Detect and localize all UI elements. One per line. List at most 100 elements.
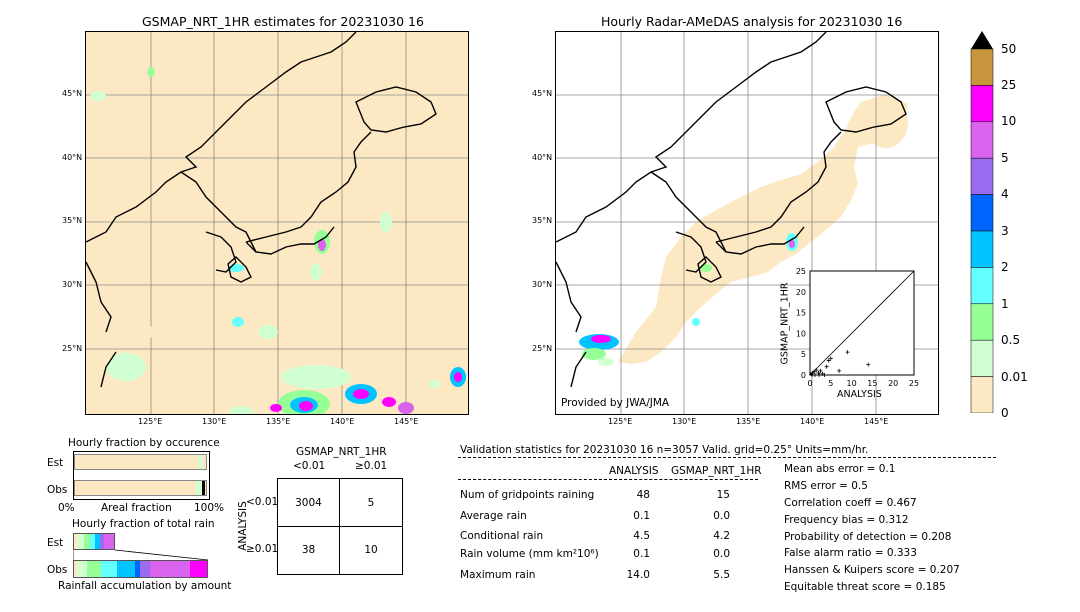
left-lon-125: 125°E [138,417,163,426]
validation-row-label: Num of gridpoints raining [460,489,595,501]
right-lon-135: 135°E [736,417,761,426]
cb-label-0-5: 0.5 [1001,333,1021,347]
score-rmse: RMS error = 0.5 [784,480,868,492]
left-lat-45: 45°N [62,89,83,98]
cb-label-0: 0 [1001,406,1009,420]
total-rain-obs-bar [73,560,208,578]
validation-row-gsmap: 0.0 [713,548,730,560]
scatter-xtick: 15 [867,379,877,388]
validation-row-label: Maximum rain [460,569,536,581]
colorbar-swatch [970,121,994,159]
scatter-ytick: 15 [796,309,806,318]
left-map-coastline [86,32,437,388]
scatter-ylabel: GSMAP_NRT_1HR [779,282,791,365]
scatter-diagonal [809,270,915,376]
total-rain-obs-label: Obs [47,564,68,576]
scatter-point [866,362,871,367]
left-lat-30: 30°N [62,280,83,289]
colorbar-swatch [970,303,994,341]
scatter-point [816,370,821,375]
colorbar-extend-arrow [971,31,993,49]
scatter-ytick: 10 [796,329,806,338]
validation-row-gsmap: 15 [716,489,730,501]
score-ets: Equitable threat score = 0.185 [784,581,946,593]
left-lon-145: 145°E [394,417,419,426]
scatter-point [820,371,825,376]
colorbar-swatch [970,376,994,414]
occurrence-axis-mid: Areal fraction [101,502,172,514]
colorbar-svg [970,31,994,414]
right-lat-35: 35°N [532,216,553,225]
colorbar-swatch [970,230,994,268]
validation-col-analysis: ANALYSIS [609,465,659,477]
scatter-ytick: 5 [801,350,806,359]
colorbar-swatch [970,85,994,123]
contingency-row1: <0.01 [246,496,279,508]
scatter-point [845,350,850,355]
colorbar-swatches [970,48,994,414]
cb-label-50: 50 [1001,42,1017,56]
score-frequency-bias: Frequency bias = 0.312 [784,514,909,526]
occurrence-est-bar [74,454,207,470]
validation-row-gsmap: 5.5 [713,569,730,581]
validation-row-analysis: 14.0 [626,569,650,581]
validation-row-analysis: 0.1 [633,510,650,522]
contingency-cell-11: 3004 [295,497,322,509]
cb-label-25: 25 [1001,78,1017,92]
right-lon-145: 145°E [864,417,889,426]
occurrence-obs-marker [202,481,205,495]
contingency-row2: ≥0.01 [246,543,279,555]
occurrence-obs-label: Obs [47,484,68,496]
cb-label-4: 4 [1001,187,1009,201]
cb-label-2: 2 [1001,260,1009,274]
validation-row-label: Conditional rain [460,530,544,542]
colorbar-swatch [970,48,994,86]
right-lat-25: 25°N [532,344,553,353]
scatter-xtick: 10 [847,379,857,388]
validation-row-analysis: 0.1 [633,548,650,560]
right-map-grid [556,32,938,414]
contingency-cell-12: 5 [367,497,375,509]
validation-row-gsmap: 0.0 [713,510,730,522]
scatter-point [824,364,829,369]
cb-label-3: 3 [1001,224,1009,238]
right-map-coastline [556,32,907,388]
occurrence-axis-right: 100% [194,502,225,514]
cb-label-5: 5 [1001,151,1009,165]
right-map-credit: Provided by JWA/JMA [561,397,670,409]
contingency-cell-22: 10 [364,544,378,556]
scatter-ytick: 25 [796,267,806,276]
total-rain-title: Hourly fraction of total rain [72,518,215,530]
scatter-point [814,368,819,373]
validation-col-gsmap: GSMAP_NRT_1HR [671,465,762,477]
colorbar [970,31,994,414]
right-lat-45: 45°N [532,89,553,98]
scatter-ytick: 20 [796,288,806,297]
occurrence-est-rain [198,455,202,469]
score-correlation: Correlation coeff = 0.467 [784,497,917,509]
occurrence-chart [73,451,210,500]
left-lon-140: 140°E [330,417,355,426]
scatter-xtick: 0 [807,379,812,388]
scatter-point [822,373,827,377]
left-map-title: GSMAP_NRT_1HR estimates for 20231030 16 [142,14,424,29]
contingency-grid: 3004 5 38 10 [277,478,403,575]
total-rain-chart [73,531,208,579]
occurrence-title: Hourly fraction by occurence [68,437,220,449]
validation-row-gsmap: 4.2 [713,530,730,542]
scatter-xtick: 20 [888,379,898,388]
validation-row-analysis: 4.5 [633,530,650,542]
left-lat-25: 25°N [62,344,83,353]
right-lat-40: 40°N [532,153,553,162]
left-map-grid [86,32,468,414]
scatter-xlabel: ANALYSIS [837,389,882,400]
scatter-point [837,368,842,373]
right-map-svg [556,32,938,414]
total-rain-connector [73,549,208,561]
scatter-xtick: 5 [828,379,833,388]
scatter-plot: 00 5 5 10 10 15 15 20 20 25 25 [796,267,919,388]
scatter-point [828,356,833,361]
right-lon-140: 140°E [800,417,825,426]
score-far: False alarm ratio = 0.333 [784,547,917,559]
validation-col-rule [458,479,758,480]
